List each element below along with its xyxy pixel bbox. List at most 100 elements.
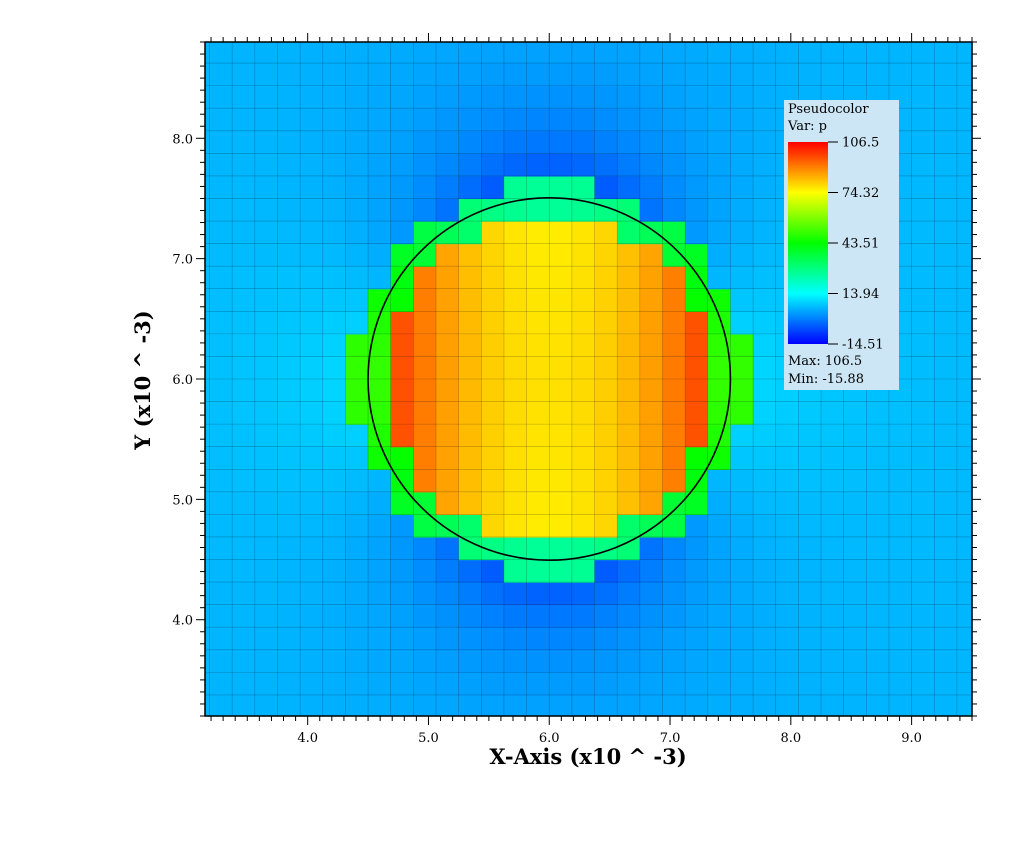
heatmap-cell — [458, 356, 482, 380]
heatmap-cell — [413, 672, 437, 696]
heatmap-cell — [911, 604, 935, 628]
heatmap-cell — [436, 649, 460, 673]
heatmap-cell — [594, 672, 618, 696]
heatmap-cell — [594, 379, 618, 403]
heatmap-cell — [526, 175, 550, 200]
heatmap-cell — [594, 627, 618, 651]
heatmap-cell — [232, 446, 256, 470]
heatmap-cell — [322, 627, 347, 651]
heatmap-cell — [934, 604, 958, 628]
heatmap-cell — [390, 311, 414, 335]
heatmap-cell — [866, 649, 890, 673]
heatmap-cell — [571, 694, 596, 717]
heatmap-cell — [390, 604, 414, 628]
heatmap-cell — [390, 627, 414, 651]
heatmap-cell — [345, 85, 369, 109]
heatmap-cell — [458, 559, 482, 583]
heatmap-cell — [503, 175, 528, 200]
heatmap-cell — [888, 694, 913, 717]
heatmap-cell — [821, 536, 845, 561]
heatmap-cell — [707, 446, 732, 470]
heatmap-cell — [843, 424, 867, 448]
heatmap-cell — [753, 175, 777, 200]
heatmap-cell — [662, 175, 686, 200]
heatmap-cell — [594, 469, 618, 493]
heatmap-cell — [526, 153, 550, 177]
heatmap-cell — [934, 311, 958, 335]
heatmap-cell — [458, 469, 482, 493]
heatmap-cell — [205, 63, 211, 87]
heatmap-cell — [730, 243, 754, 267]
heatmap-cell — [205, 401, 211, 425]
heatmap-cell — [413, 243, 437, 267]
heatmap-cell — [888, 446, 913, 470]
heatmap-cell — [300, 672, 324, 696]
heatmap-cell — [956, 85, 973, 109]
heatmap-cell — [685, 649, 709, 673]
heatmap-cell — [209, 582, 233, 606]
heatmap-cell — [707, 108, 732, 132]
heatmap-cell — [345, 63, 369, 87]
heatmap-cell — [639, 582, 664, 606]
heatmap-cell — [934, 42, 958, 64]
heatmap-cell — [843, 694, 867, 717]
heatmap-cell — [368, 153, 392, 177]
heatmap-cell — [571, 356, 596, 380]
heatmap-cell — [254, 108, 279, 132]
heatmap-cell — [322, 559, 347, 583]
heatmap-cell — [707, 153, 732, 177]
heatmap-cell — [345, 559, 369, 583]
heatmap-cell — [254, 424, 279, 448]
heatmap-cell — [413, 311, 437, 335]
heatmap-cell — [254, 63, 279, 87]
heatmap-cell — [458, 63, 482, 87]
heatmap-cell — [730, 649, 754, 673]
heatmap-cell — [956, 356, 973, 380]
heatmap-cell — [843, 559, 867, 583]
heatmap-cell — [526, 649, 550, 673]
heatmap-cell — [956, 333, 973, 358]
heatmap-cell — [956, 514, 973, 538]
heatmap-cell — [594, 288, 618, 312]
heatmap-cell — [345, 627, 369, 651]
heatmap-cell — [436, 85, 460, 109]
heatmap-cell — [481, 536, 505, 561]
heatmap-cell — [956, 243, 973, 267]
heatmap-cell — [866, 559, 890, 583]
heatmap-cell — [413, 582, 437, 606]
heatmap-cell — [730, 175, 754, 200]
heatmap-cell — [413, 221, 437, 245]
heatmap-cell — [617, 469, 641, 493]
heatmap-cell — [911, 63, 935, 87]
heatmap-cell — [254, 42, 279, 64]
heatmap-cell — [571, 469, 596, 493]
heatmap-cell — [390, 446, 414, 470]
heatmap-cell — [458, 153, 482, 177]
heatmap-cell — [526, 627, 550, 651]
heatmap-cell — [458, 311, 482, 335]
heatmap-cell — [571, 582, 596, 606]
heatmap-cell — [662, 627, 686, 651]
heatmap-cell — [639, 559, 664, 583]
heatmap-cell — [662, 153, 686, 177]
x-tick-label: 8.0 — [780, 731, 801, 746]
heatmap-cell — [685, 130, 709, 154]
heatmap-cell — [617, 514, 641, 538]
heatmap-cell — [685, 333, 709, 358]
y-tick-label: 6.0 — [172, 373, 193, 388]
heatmap-cell — [775, 649, 799, 673]
heatmap-cell — [549, 266, 573, 290]
heatmap-cell — [685, 108, 709, 132]
heatmap-cell — [436, 356, 460, 380]
heatmap-cell — [617, 379, 641, 403]
heatmap-cell — [503, 469, 528, 493]
heatmap-cell — [730, 401, 754, 425]
heatmap-cell — [685, 175, 709, 200]
heatmap-cell — [662, 536, 686, 561]
heatmap-cell — [254, 153, 279, 177]
heatmap-cell — [368, 108, 392, 132]
heatmap-cell — [390, 266, 414, 290]
heatmap-cell — [866, 63, 890, 87]
heatmap-cell — [821, 446, 845, 470]
heatmap-cell — [549, 356, 573, 380]
